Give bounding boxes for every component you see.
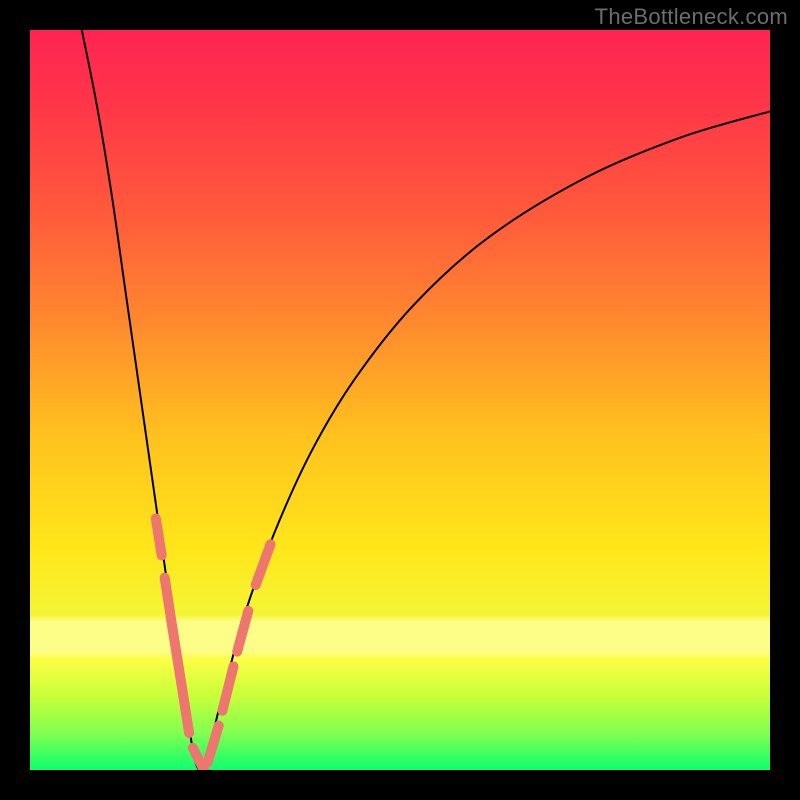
plot-area — [30, 30, 770, 770]
plot-svg — [30, 30, 770, 770]
chart-stage: TheBottleneck.com — [0, 0, 800, 800]
watermark-text: TheBottleneck.com — [595, 4, 788, 30]
marker-capsule — [156, 518, 162, 555]
